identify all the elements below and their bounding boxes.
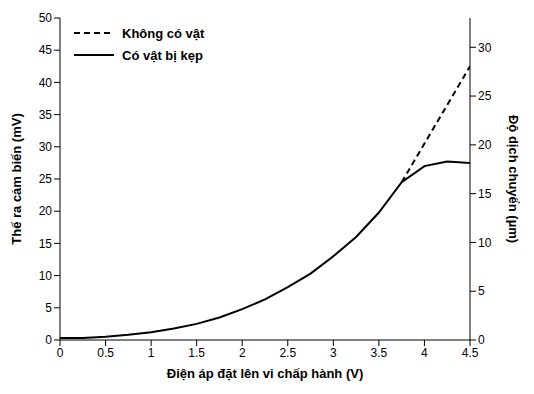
svg-text:30: 30: [478, 41, 492, 55]
svg-text:10: 10: [39, 269, 53, 283]
svg-text:0.5: 0.5: [97, 346, 114, 360]
svg-text:15: 15: [39, 237, 53, 251]
svg-text:3.5: 3.5: [371, 346, 388, 360]
svg-text:3: 3: [330, 346, 337, 360]
html-text:Không có vật: Không có vật: [122, 25, 205, 41]
svg-text:20: 20: [478, 138, 492, 152]
svg-text:4: 4: [421, 346, 428, 360]
svg-text:35: 35: [39, 108, 53, 122]
svg-text:2.5: 2.5: [279, 346, 296, 360]
svg-text:50: 50: [39, 11, 53, 25]
svg-text:10: 10: [478, 236, 492, 250]
svg-text:25: 25: [478, 89, 492, 103]
svg-text:1.5: 1.5: [188, 346, 205, 360]
svg-text:20: 20: [39, 204, 53, 218]
html-text:Có vật bị kẹp: Có vật bị kẹp: [122, 47, 203, 63]
svg-text:4.5: 4.5: [462, 346, 479, 360]
svg-text:5: 5: [478, 284, 485, 298]
svg-text:1: 1: [148, 346, 155, 360]
svg-text:Điện áp đặt lên vi chấp hành (: Điện áp đặt lên vi chấp hành (V): [167, 366, 363, 381]
svg-text:0: 0: [57, 346, 64, 360]
svg-text:15: 15: [478, 187, 492, 201]
svg-text:Độ dịch chuyển (µm): Độ dịch chuyển (µm): [506, 115, 521, 243]
svg-text:5: 5: [45, 301, 52, 315]
svg-text:25: 25: [39, 172, 53, 186]
svg-text:0: 0: [45, 333, 52, 347]
svg-text:Thế ra cảm biến (mV): Thế ra cảm biến (mV): [9, 113, 24, 244]
svg-text:2: 2: [239, 346, 246, 360]
svg-text:40: 40: [39, 76, 53, 90]
svg-text:45: 45: [39, 43, 53, 57]
svg-text:30: 30: [39, 140, 53, 154]
svg-text:0: 0: [478, 333, 485, 347]
